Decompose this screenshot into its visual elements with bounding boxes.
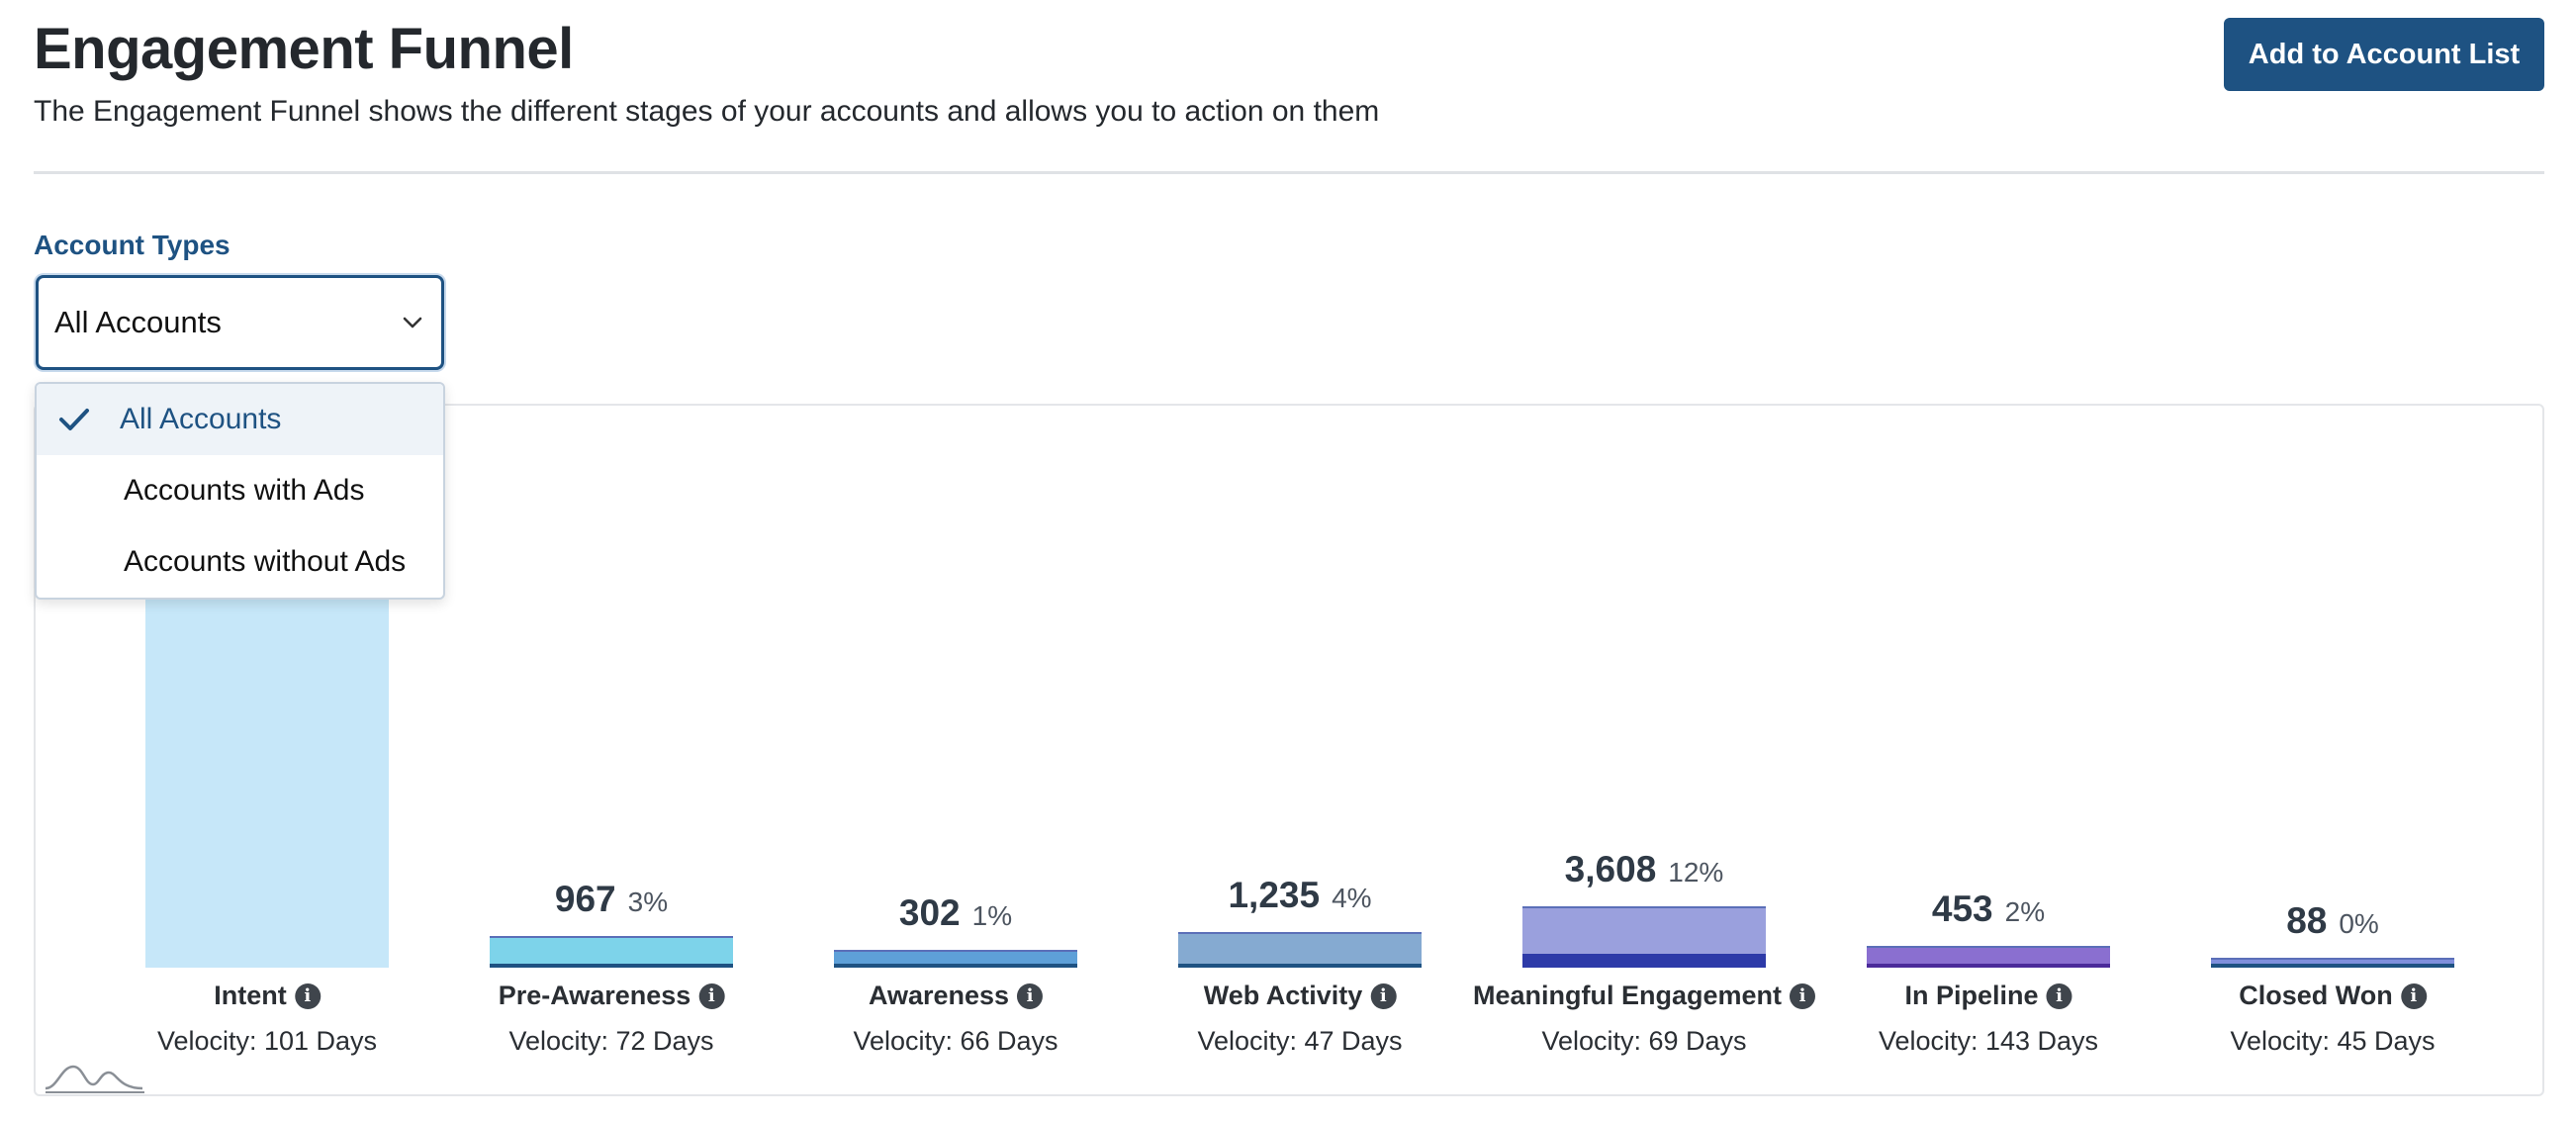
dropdown-option-label: Accounts with Ads: [124, 474, 365, 507]
stage-count: 302: [898, 892, 961, 933]
stage-value-label: 88 0%: [2286, 900, 2379, 942]
header-divider: [34, 171, 2544, 174]
page-title: Engagement Funnel: [34, 17, 574, 81]
funnel-bar-top-edge: [1522, 906, 1766, 908]
stage-count: 453: [1931, 888, 1993, 929]
funnel-bar-intent[interactable]: [145, 554, 389, 968]
stage-percent: 2%: [2004, 896, 2046, 927]
funnel-bar-base: [2211, 964, 2454, 968]
funnel-bar-web-activity[interactable]: [1178, 932, 1422, 968]
stage-velocity: Velocity: 101 Days: [156, 1026, 378, 1056]
info-icon[interactable]: i: [294, 982, 321, 1009]
page-subtitle: The Engagement Funnel shows the differen…: [34, 95, 1380, 128]
chevron-down-icon: [403, 317, 422, 328]
info-icon[interactable]: i: [698, 982, 725, 1009]
stage-label: Awareness i: [868, 981, 1044, 1011]
funnel-bar-base: [1867, 964, 2110, 968]
stage-value-label: 302 1%: [899, 892, 1012, 934]
funnel-bar-top-edge: [834, 950, 1077, 952]
stage-velocity: Velocity: 47 Days: [1197, 1026, 1403, 1056]
funnel-bar-awareness[interactable]: [834, 950, 1077, 968]
info-icon[interactable]: i: [2046, 982, 2072, 1009]
stage-label: Intent i: [214, 981, 321, 1011]
funnel-bar-top-edge: [2211, 958, 2454, 960]
stage-velocity: Velocity: 66 Days: [853, 1026, 1058, 1056]
wave-logo-icon: [45, 1065, 144, 1093]
dropdown-option-label: Accounts without Ads: [124, 545, 407, 578]
stage-name: In Pipeline: [1904, 981, 2039, 1010]
account-types-selected-value: All Accounts: [54, 305, 222, 339]
stage-name: Intent: [214, 981, 287, 1010]
funnel-bar-top-edge: [1867, 946, 2110, 948]
stage-count: 3,608: [1564, 849, 1657, 889]
stage-velocity: Velocity: 45 Days: [2230, 1026, 2436, 1056]
stage-label: Web Activity i: [1204, 981, 1397, 1011]
funnel-bar-base: [834, 964, 1077, 968]
funnel-chart-card: [34, 404, 2544, 1096]
funnel-bar-base: [1178, 964, 1422, 968]
dropdown-option-accounts-with-ads[interactable]: Accounts with Ads: [37, 455, 443, 526]
stage-label: In Pipeline i: [1904, 981, 2072, 1011]
checkmark-icon: [59, 409, 89, 430]
stage-name: Pre-Awareness: [498, 981, 691, 1010]
stage-label: Closed Won i: [2239, 981, 2427, 1011]
stage-name: Closed Won: [2239, 981, 2393, 1010]
info-icon[interactable]: i: [1017, 982, 1044, 1009]
account-types-select[interactable]: All Accounts: [36, 275, 444, 370]
stage-count: 88: [2286, 900, 2328, 941]
add-to-account-list-button[interactable]: Add to Account List: [2224, 18, 2544, 91]
stage-count: 1,235: [1228, 875, 1321, 915]
funnel-bar-top-edge: [1178, 932, 1422, 934]
account-types-dropdown-menu: All Accounts Accounts with Ads Accounts …: [35, 382, 445, 600]
info-icon[interactable]: i: [2400, 982, 2427, 1009]
stage-velocity: Velocity: 143 Days: [1878, 1026, 2099, 1056]
funnel-bar-closed-won[interactable]: [2211, 958, 2454, 968]
dropdown-option-all-accounts[interactable]: All Accounts: [37, 384, 443, 455]
dropdown-option-label: All Accounts: [120, 403, 282, 435]
stage-value-label: 967 3%: [555, 879, 668, 920]
stage-value-label: 1,235 4%: [1228, 875, 1371, 916]
stage-name: Awareness: [868, 981, 1010, 1010]
funnel-bar-base: [490, 964, 733, 968]
funnel-bar-top-edge: [490, 936, 733, 938]
stage-velocity: Velocity: 69 Days: [1541, 1026, 1747, 1056]
stage-percent: 4%: [1332, 883, 1372, 913]
info-icon[interactable]: i: [1370, 982, 1397, 1009]
stage-label: Meaningful Engagement i: [1472, 981, 1816, 1011]
stage-velocity: Velocity: 72 Days: [508, 1026, 714, 1056]
stage-name: Web Activity: [1203, 981, 1363, 1010]
stage-value-label: 453 2%: [1932, 888, 2045, 930]
stage-percent: 3%: [627, 887, 669, 917]
stage-percent: 12%: [1668, 857, 1724, 888]
funnel-bar-in-pipeline[interactable]: [1867, 946, 2110, 968]
stage-label: Pre-Awareness i: [499, 981, 725, 1011]
stage-count: 967: [554, 879, 616, 919]
stage-percent: 1%: [971, 900, 1013, 931]
funnel-bar-pre-awareness[interactable]: [490, 936, 733, 968]
stage-percent: 0%: [2339, 908, 2379, 939]
info-icon[interactable]: i: [1790, 982, 1816, 1009]
dropdown-option-accounts-without-ads[interactable]: Accounts without Ads: [37, 526, 443, 598]
account-types-label: Account Types: [34, 230, 230, 260]
stage-name: Meaningful Engagement: [1472, 981, 1783, 1010]
stage-value-label: 3,608 12%: [1565, 849, 1724, 890]
funnel-bar-base: [1522, 954, 1766, 968]
